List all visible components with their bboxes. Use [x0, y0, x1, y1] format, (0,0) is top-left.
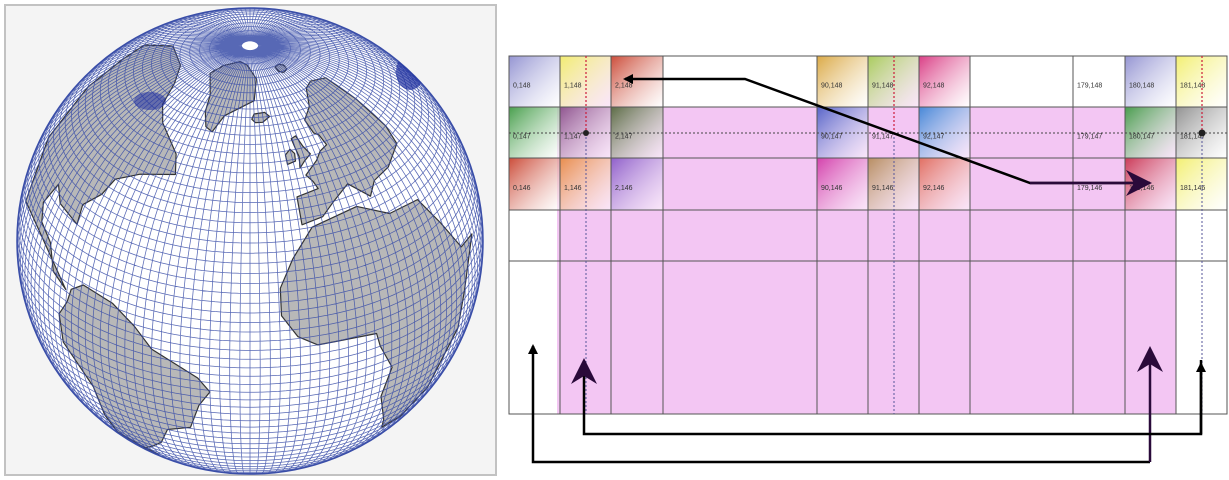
cell-label: 91,148	[872, 83, 894, 90]
cell-label: 2,148	[615, 83, 633, 90]
cell-label: 90,147	[821, 134, 843, 141]
cell-label: 179,147	[1077, 134, 1102, 141]
outer-wrap-arrow	[528, 344, 1150, 464]
cell-label: 92,147	[923, 134, 945, 141]
africa-land	[279, 199, 473, 428]
grid-cell-92-148	[919, 56, 970, 107]
cell-label: 180,147	[1129, 134, 1154, 141]
pole-point-left	[583, 130, 589, 136]
cell-label: 179,146	[1077, 185, 1102, 192]
grid-cell-180-148	[1125, 56, 1176, 107]
grid-lines	[508, 55, 1228, 415]
globe-grid-illustration	[16, 7, 484, 475]
globe-graticule	[17, 8, 483, 474]
cell-label: 181,148	[1180, 83, 1205, 90]
cell-label: 180,148	[1129, 83, 1154, 90]
grid-cell-90-146	[817, 158, 868, 210]
cell-label: 181,146	[1180, 185, 1205, 192]
cell-label: 91,147	[872, 134, 894, 141]
cell-label: 2,147	[615, 134, 633, 141]
grid-cell-2-146	[611, 158, 663, 210]
cell-label: 180,146	[1129, 185, 1154, 192]
cell-label: 90,146	[821, 185, 843, 192]
pole-point-right	[1198, 129, 1206, 137]
cell-label: 90,148	[821, 83, 843, 90]
cell-label: 92,148	[923, 83, 945, 90]
pole-convergence-left	[134, 92, 166, 110]
grid-cell-92-146	[919, 158, 970, 210]
grid-cell-2-148	[611, 56, 663, 107]
cell-label: 1,148	[564, 83, 582, 90]
cell-label: 91,146	[872, 185, 894, 192]
cell-label: 1,146	[564, 185, 582, 192]
britain-land	[290, 135, 311, 169]
grid-cell-0-146	[509, 158, 560, 210]
cell-label: 181,147	[1180, 134, 1205, 141]
cell-label: 2,146	[615, 185, 633, 192]
grid-cell-0-148	[509, 56, 560, 107]
cell-label: 0,147	[513, 134, 531, 141]
grid-cell-90-148	[817, 56, 868, 107]
cell-label: 92,146	[923, 185, 945, 192]
cell-label: 0,148	[513, 83, 531, 90]
cell-label: 1,147	[564, 134, 582, 141]
cell-label: 179,148	[1077, 83, 1102, 90]
cell-label: 0,146	[513, 185, 531, 192]
